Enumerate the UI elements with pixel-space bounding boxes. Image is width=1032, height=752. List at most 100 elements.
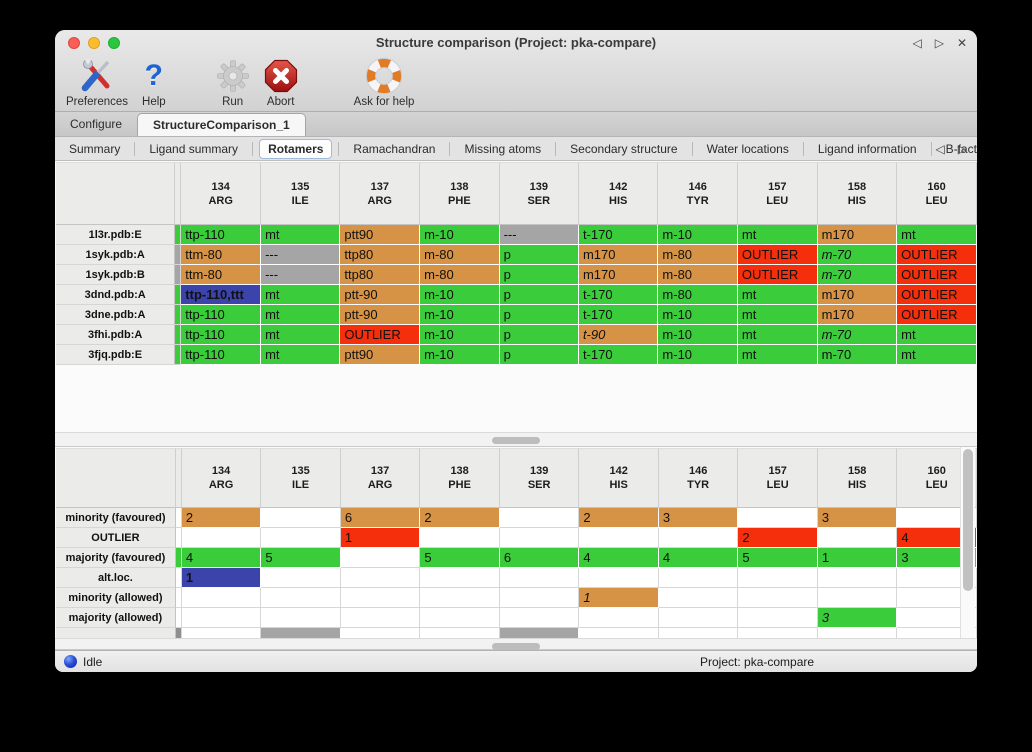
table-cell[interactable]	[817, 628, 898, 638]
table-cell[interactable]: 6	[499, 548, 580, 568]
table-cell[interactable]	[181, 528, 262, 548]
table-cell[interactable]: t-170	[578, 285, 659, 305]
table-cell[interactable]	[499, 528, 580, 548]
table-cell[interactable]: ttp-110,ttt	[181, 285, 262, 305]
table-cell[interactable]: 2	[420, 508, 500, 528]
table-cell[interactable]	[579, 628, 659, 638]
table-cell[interactable]: 5	[738, 548, 818, 568]
tab-missing-atoms[interactable]: Missing atoms	[450, 141, 557, 156]
tab-ramachandran[interactable]: Ramachandran	[339, 141, 451, 156]
table-cell[interactable]: mt	[737, 345, 818, 365]
table-cell[interactable]	[658, 568, 739, 588]
table-cell[interactable]	[897, 608, 977, 628]
table-cell[interactable]	[738, 508, 818, 528]
table-cell[interactable]: m170	[817, 285, 898, 305]
table-cell[interactable]	[658, 528, 739, 548]
table-cell[interactable]: OUTLIER	[897, 305, 977, 325]
table-cell[interactable]: ttp-110	[181, 225, 262, 245]
table-cell[interactable]: 2	[738, 528, 818, 548]
table-cell[interactable]: ttp-110	[181, 345, 262, 365]
table-cell[interactable]: 5	[420, 548, 500, 568]
tab-prev-icon[interactable]: ◁	[935, 142, 945, 156]
table-cell[interactable]	[658, 588, 739, 608]
table-cell[interactable]	[738, 568, 818, 588]
table-cell[interactable]	[897, 628, 977, 638]
table-cell[interactable]	[261, 568, 341, 588]
table-cell[interactable]: ptt-90	[340, 285, 421, 305]
table-cell[interactable]: 3	[817, 608, 898, 628]
table-cell[interactable]: 1	[340, 528, 421, 548]
table-cell[interactable]: 5	[261, 548, 341, 568]
table-cell[interactable]	[579, 608, 659, 628]
table-cell[interactable]: OUTLIER	[737, 245, 818, 265]
table-cell[interactable]: 3	[658, 508, 739, 528]
table-cell[interactable]: t-170	[578, 305, 659, 325]
vertical-scrollbar[interactable]	[960, 447, 975, 638]
table-cell[interactable]: m-10	[420, 225, 500, 245]
table-cell[interactable]: 6	[340, 508, 421, 528]
tab-ligand-information[interactable]: Ligand information	[804, 141, 932, 156]
table-cell[interactable]	[261, 628, 341, 638]
table-cell[interactable]: mt	[261, 285, 341, 305]
zoom-window-button[interactable]	[108, 37, 120, 49]
table-cell[interactable]: m-70	[817, 345, 898, 365]
table-cell[interactable]	[738, 588, 818, 608]
scrollbar-thumb[interactable]	[963, 449, 973, 591]
table-cell[interactable]	[738, 608, 818, 628]
tab-summary[interactable]: Summary	[55, 141, 136, 156]
table-cell[interactable]	[420, 568, 500, 588]
table-cell[interactable]	[897, 588, 977, 608]
table-cell[interactable]	[499, 568, 580, 588]
table-cell[interactable]: ttp-110	[181, 325, 262, 345]
table-cell[interactable]: ---	[499, 225, 579, 245]
table-cell[interactable]: m-10	[658, 325, 738, 345]
table-cell[interactable]: 1	[579, 588, 659, 608]
table-cell[interactable]: mt	[261, 225, 341, 245]
table-cell[interactable]: m170	[817, 225, 898, 245]
table-cell[interactable]: mt	[897, 225, 977, 245]
table-cell[interactable]	[181, 608, 262, 628]
table-cell[interactable]	[261, 508, 341, 528]
table-cell[interactable]	[420, 628, 500, 638]
table-cell[interactable]: m-10	[658, 345, 738, 365]
table-cell[interactable]	[261, 528, 341, 548]
table-cell[interactable]: ptt90	[340, 345, 421, 365]
table-cell[interactable]	[420, 608, 500, 628]
tab-close-icon[interactable]: ✕	[956, 35, 967, 50]
minimize-window-button[interactable]	[88, 37, 100, 49]
table-cell[interactable]: OUTLIER	[897, 245, 977, 265]
table-cell[interactable]	[181, 588, 262, 608]
table-cell[interactable]	[420, 528, 500, 548]
table-cell[interactable]: ttp-110	[181, 305, 262, 325]
table-cell[interactable]: 2	[181, 508, 262, 528]
table-cell[interactable]: m-80	[658, 245, 738, 265]
table-cell[interactable]: m-70	[817, 325, 898, 345]
table-cell[interactable]	[499, 508, 580, 528]
table-cell[interactable]: mt	[737, 325, 818, 345]
table-cell[interactable]: p	[499, 265, 579, 285]
toolbar-ask-for-help-button[interactable]: Ask for help	[347, 57, 422, 108]
table-cell[interactable]	[897, 508, 977, 528]
toolbar-preferences-button[interactable]: Preferences	[59, 57, 135, 108]
table-cell[interactable]	[499, 608, 580, 628]
splitter-handle[interactable]	[492, 437, 540, 444]
tab-structurecomparison-1[interactable]: StructureComparison_1	[137, 113, 306, 136]
tab-rotamers[interactable]: Rotamers	[253, 138, 340, 159]
tab-next-icon[interactable]: ▷	[934, 35, 944, 50]
table-cell[interactable]: m-10	[420, 325, 500, 345]
table-cell[interactable]	[817, 528, 898, 548]
table-cell[interactable]: p	[499, 245, 579, 265]
table-cell[interactable]: mt	[261, 345, 341, 365]
table-cell[interactable]: m-10	[420, 305, 500, 325]
table-cell[interactable]: m-70	[817, 245, 898, 265]
table-cell[interactable]: mt	[897, 325, 977, 345]
table-cell[interactable]: 4	[897, 528, 977, 548]
table-cell[interactable]: mt	[897, 345, 977, 365]
table-cell[interactable]: ttp80	[340, 245, 421, 265]
table-cell[interactable]	[340, 588, 421, 608]
table-cell[interactable]: 4	[181, 548, 262, 568]
table-cell[interactable]: m170	[578, 245, 659, 265]
table-cell[interactable]: 3	[817, 508, 898, 528]
table-cell[interactable]: ---	[261, 265, 341, 285]
table-cell[interactable]	[658, 608, 739, 628]
